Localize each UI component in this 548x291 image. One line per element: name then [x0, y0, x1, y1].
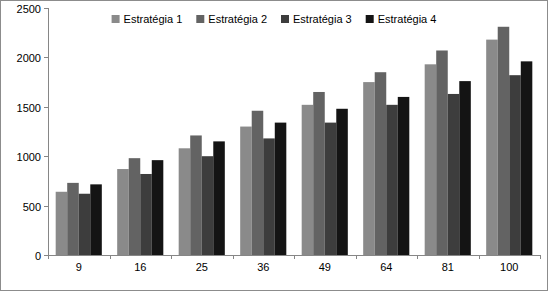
bar: [263, 138, 275, 255]
bar: [398, 97, 410, 255]
y-tick: [44, 8, 48, 9]
x-tick-label: 81: [442, 261, 454, 273]
x-tick: [479, 255, 480, 259]
y-tick-label: 2500: [17, 3, 41, 15]
bar: [313, 92, 325, 255]
chart-frame: [1, 1, 548, 291]
x-tick: [540, 255, 541, 259]
bar: [90, 184, 102, 255]
y-tick: [44, 255, 48, 256]
bar: [486, 40, 498, 255]
legend-label: Estratégia 1: [124, 13, 183, 25]
bar: [425, 64, 437, 255]
bar: [336, 109, 348, 255]
legend-swatch: [366, 15, 374, 23]
bar: [140, 174, 152, 255]
x-tick: [171, 255, 172, 259]
legend: Estratégia 1 Estratégia 2 Estratégia 3 Estr…: [112, 13, 437, 25]
x-tick: [356, 255, 357, 259]
bars: [56, 27, 533, 255]
x-tick-label: 25: [196, 261, 208, 273]
bar: [213, 141, 225, 255]
y-tick-label: 500: [23, 201, 41, 213]
legend-label: Estratégia 4: [378, 13, 437, 25]
bar: [375, 72, 387, 255]
y-tick: [44, 206, 48, 207]
x-tick-label: 64: [380, 261, 392, 273]
y-tick: [44, 156, 48, 157]
x-tick-label: 49: [319, 261, 331, 273]
x-tick: [294, 255, 295, 259]
y-tick-label: 2000: [17, 52, 41, 64]
chart: 0 500 1000 1500 2000 2500 9 16 25 36 49 64 81 100 Estr…: [0, 0, 548, 291]
bar: [302, 105, 314, 255]
bar: [521, 61, 533, 255]
bar: [363, 82, 375, 255]
x-tick: [233, 255, 234, 259]
bar: [129, 158, 141, 255]
y-tick: [44, 107, 48, 108]
bar: [152, 160, 164, 255]
x-tick: [48, 255, 49, 259]
bar: [67, 183, 79, 255]
x-tick: [110, 255, 111, 259]
x-tick-label: 9: [76, 261, 82, 273]
y-tick-label: 1000: [17, 151, 41, 163]
bar: [190, 135, 202, 255]
bar: [459, 81, 471, 255]
bar: [202, 156, 214, 255]
x-tick-label: 16: [134, 261, 146, 273]
legend-swatch: [196, 15, 204, 23]
legend-label: Estratégia 3: [293, 13, 352, 25]
x-tick: [417, 255, 418, 259]
bar: [240, 127, 252, 255]
bar: [436, 50, 448, 255]
bar: [275, 123, 287, 255]
bar: [56, 192, 68, 255]
bar: [117, 169, 129, 255]
bar: [509, 75, 521, 255]
bar: [179, 148, 191, 255]
y-tick: [44, 57, 48, 58]
bar: [498, 27, 510, 255]
legend-label: Estratégia 2: [208, 13, 267, 25]
x-tick-label: 100: [500, 261, 518, 273]
y-axis: [48, 8, 49, 255]
bar: [252, 111, 264, 255]
y-tick-label: 1500: [17, 102, 41, 114]
bar: [386, 105, 398, 255]
legend-swatch: [112, 15, 120, 23]
bar: [325, 123, 337, 255]
legend-swatch: [281, 15, 289, 23]
bar: [79, 194, 91, 255]
bar: [448, 94, 460, 255]
x-tick-label: 36: [257, 261, 269, 273]
y-tick-label: 0: [35, 250, 41, 262]
